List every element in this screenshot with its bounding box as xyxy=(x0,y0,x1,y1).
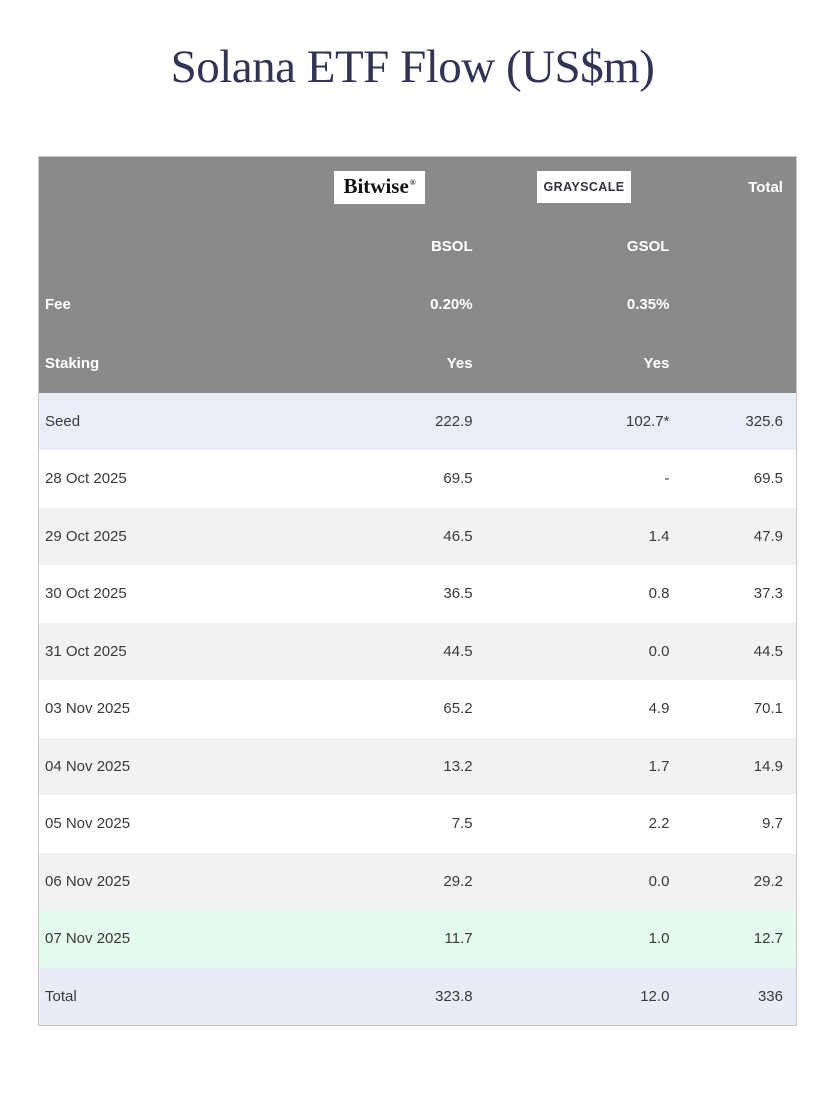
gsol-value: 1.4 xyxy=(648,527,670,545)
header-fee-row: Fee 0.20% 0.35% xyxy=(39,275,796,334)
bsol-value: 65.2 xyxy=(443,700,473,718)
grayscale-logo: GRAYSCALE xyxy=(536,170,632,204)
gsol-value: 1.7 xyxy=(648,757,670,775)
table-row-seed: Seed 222.9 102.7* 325.6 xyxy=(39,392,796,450)
total-value: 70.1 xyxy=(753,700,783,718)
bsol-value: 36.5 xyxy=(443,585,473,603)
gsol-value: 12.0 xyxy=(640,987,670,1005)
total-value: 12.7 xyxy=(753,930,783,948)
table-row-latest: 07 Nov 2025 11.7 1.0 12.7 xyxy=(39,910,796,968)
gsol-value: 0.8 xyxy=(648,585,670,603)
bsol-staking: Yes xyxy=(446,354,473,372)
table-row: 06 Nov 2025 29.2 0.0 29.2 xyxy=(39,852,796,910)
row-label: Total xyxy=(45,987,77,1005)
gsol-fee: 0.35% xyxy=(626,296,670,314)
table-row: 03 Nov 2025 65.2 4.9 70.1 xyxy=(39,680,796,738)
total-value: 37.3 xyxy=(753,585,783,603)
row-label: 28 Oct 2025 xyxy=(45,470,127,488)
bsol-value: 323.8 xyxy=(435,987,473,1005)
bsol-fee: 0.20% xyxy=(430,296,473,314)
gsol-value: 102.7* xyxy=(626,412,670,430)
total-value: 69.5 xyxy=(753,470,783,488)
bitwise-logo-cell: Bitwise® xyxy=(274,170,486,204)
total-value: 336 xyxy=(757,987,783,1005)
total-value: 29.2 xyxy=(753,872,783,890)
bsol-value: 29.2 xyxy=(443,872,473,890)
fee-label: Fee xyxy=(45,296,71,314)
row-label: 04 Nov 2025 xyxy=(45,757,131,775)
row-label: 06 Nov 2025 xyxy=(45,872,131,890)
bsol-value: 44.5 xyxy=(443,642,473,660)
total-value: 325.6 xyxy=(745,412,783,430)
table-row: 04 Nov 2025 13.2 1.7 14.9 xyxy=(39,737,796,795)
table-row: 28 Oct 2025 69.5 - 69.5 xyxy=(39,450,796,508)
bitwise-logo: Bitwise® xyxy=(334,170,425,204)
total-value: 14.9 xyxy=(753,757,783,775)
row-label: Seed xyxy=(45,412,81,430)
grayscale-logo-cell: GRAYSCALE xyxy=(486,170,683,204)
total-value: 9.7 xyxy=(762,815,783,833)
gsol-value: 0.0 xyxy=(648,872,670,890)
total-value: 44.5 xyxy=(753,642,783,660)
gsol-value: 0.0 xyxy=(648,642,670,660)
bsol-value: 13.2 xyxy=(443,757,473,775)
total-value: 47.9 xyxy=(753,527,783,545)
row-label: 31 Oct 2025 xyxy=(45,642,127,660)
bsol-value: 7.5 xyxy=(451,815,473,833)
page-title: Solana ETF Flow (US$m) xyxy=(170,41,655,93)
bsol-value: 69.5 xyxy=(443,470,473,488)
gsol-value: 2.2 xyxy=(648,815,670,833)
header-ticker-row: BSOL GSOL xyxy=(39,217,796,276)
table-row: 29 Oct 2025 46.5 1.4 47.9 xyxy=(39,507,796,565)
gsol-value: 4.9 xyxy=(648,700,670,718)
staking-label: Staking xyxy=(45,354,100,372)
bsol-value: 46.5 xyxy=(443,527,473,545)
solana-etf-flow-table: Bitwise® GRAYSCALE Total BSOL GSOL Fee 0… xyxy=(38,156,797,1026)
table-row: 30 Oct 2025 36.5 0.8 37.3 xyxy=(39,565,796,623)
row-label: 07 Nov 2025 xyxy=(45,930,131,948)
header-logo-row: Bitwise® GRAYSCALE Total xyxy=(39,157,796,217)
row-label: 30 Oct 2025 xyxy=(45,585,127,603)
gsol-staking: Yes xyxy=(643,354,670,372)
table-row: 05 Nov 2025 7.5 2.2 9.7 xyxy=(39,795,796,853)
gsol-ticker: GSOL xyxy=(626,237,670,255)
total-header-cell: Total xyxy=(748,178,783,196)
gsol-value: 1.0 xyxy=(648,930,670,948)
bsol-ticker: BSOL xyxy=(430,237,473,255)
bsol-value: 222.9 xyxy=(435,412,473,430)
gsol-value: - xyxy=(664,470,670,488)
bsol-value: 11.7 xyxy=(444,930,473,948)
table-row-total: Total 323.8 12.0 336 xyxy=(39,967,796,1025)
row-label: 29 Oct 2025 xyxy=(45,527,127,545)
table-row: 31 Oct 2025 44.5 0.0 44.5 xyxy=(39,622,796,680)
row-label: 05 Nov 2025 xyxy=(45,815,131,833)
bitwise-logo-text: Bitwise xyxy=(343,173,409,198)
header-staking-row: Staking Yes Yes xyxy=(39,334,796,393)
row-label: 03 Nov 2025 xyxy=(45,700,131,718)
bitwise-registered-mark: ® xyxy=(409,177,416,187)
